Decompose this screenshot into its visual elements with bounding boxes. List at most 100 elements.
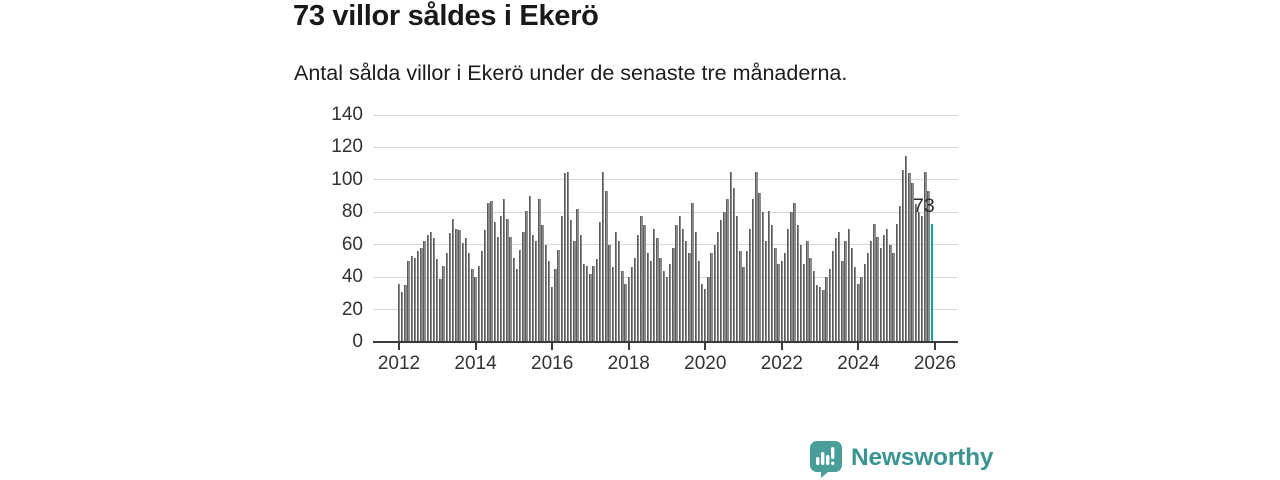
bar (678, 215, 681, 342)
gridline-y140 (373, 114, 958, 116)
bar (592, 265, 595, 342)
x-axis-tick-label: 2020 (684, 353, 727, 374)
x-axis-tick (551, 343, 554, 350)
bar (595, 259, 598, 342)
y-axis-tick-label: 80 (341, 201, 363, 223)
bar (764, 241, 768, 342)
bar (885, 228, 889, 342)
bar (499, 215, 503, 342)
bar (503, 199, 506, 342)
bar (519, 249, 522, 342)
bar (844, 241, 847, 342)
bar (761, 212, 764, 342)
bar (879, 247, 882, 342)
bar (487, 202, 490, 342)
bar (420, 247, 423, 342)
bar (771, 225, 774, 342)
bar (707, 277, 710, 342)
newsworthy-logo[interactable]: Newsworthy (809, 440, 994, 478)
bar (863, 264, 866, 342)
bar (889, 244, 892, 342)
bar (480, 251, 484, 342)
bar (710, 252, 713, 342)
bar (483, 230, 487, 342)
bar (560, 215, 563, 342)
bar (608, 244, 611, 342)
x-axis-tick (934, 343, 936, 350)
bar (716, 231, 720, 342)
x-axis-tick (780, 343, 783, 350)
gridline-y20 (373, 309, 958, 311)
bar (892, 252, 895, 342)
bar (630, 267, 634, 342)
bar (563, 173, 567, 342)
bar (777, 264, 780, 342)
bar (404, 285, 407, 342)
x-axis-tick-label: 2024 (837, 353, 880, 374)
bar (924, 171, 927, 342)
bar (582, 264, 586, 342)
bar (633, 257, 637, 342)
bar (656, 238, 659, 342)
bar (774, 247, 777, 342)
bar (643, 225, 646, 342)
x-axis-tick-label: 2012 (377, 353, 421, 374)
bar (815, 285, 819, 342)
gridline-y60 (373, 244, 958, 246)
bar (640, 215, 643, 342)
bar (681, 228, 685, 342)
bar (605, 191, 608, 342)
bar (822, 290, 825, 342)
x-axis-tick-label: 2022 (760, 353, 803, 374)
bar (831, 251, 835, 342)
bar (857, 283, 860, 342)
gridline-y80 (373, 211, 958, 213)
x-axis-tick (627, 343, 630, 350)
bar (429, 231, 433, 342)
bar (557, 249, 560, 342)
bar (550, 286, 554, 342)
bar (653, 228, 656, 342)
bar (860, 277, 863, 342)
bar (723, 212, 726, 342)
bar (745, 251, 748, 342)
bar (869, 241, 873, 342)
x-axis-tick (398, 343, 400, 350)
bar (455, 228, 458, 342)
bar (914, 204, 918, 342)
y-axis-tick-label: 40 (341, 266, 363, 288)
bar (675, 225, 678, 342)
x-axis-tick (857, 343, 860, 350)
gridline-y100 (373, 179, 958, 181)
bar (436, 259, 439, 342)
bar (790, 212, 793, 342)
bar (665, 277, 669, 342)
x-axis-line (373, 341, 958, 344)
bar (828, 269, 831, 342)
bar (461, 243, 464, 342)
gridline-y40 (373, 276, 958, 278)
bar (646, 252, 650, 342)
bar (541, 225, 544, 342)
bar (407, 260, 410, 342)
bar (767, 210, 771, 342)
bar (662, 270, 665, 342)
bar (927, 191, 930, 342)
bar (866, 252, 870, 342)
bar (442, 265, 445, 342)
bar (704, 288, 707, 342)
bar (739, 251, 742, 342)
bar (614, 231, 618, 342)
bar (525, 210, 528, 342)
x-axis-tick (704, 343, 707, 350)
bar (506, 218, 509, 342)
page-subtitle: Antal sålda villor i Ekerö under de sena… (294, 61, 848, 85)
bar (439, 278, 442, 342)
bar (423, 241, 426, 342)
bar (601, 171, 605, 342)
y-axis-tick-label: 0 (352, 331, 363, 352)
x-axis-tick-label: 2018 (607, 353, 650, 374)
bar (570, 220, 573, 342)
bar (566, 171, 570, 342)
